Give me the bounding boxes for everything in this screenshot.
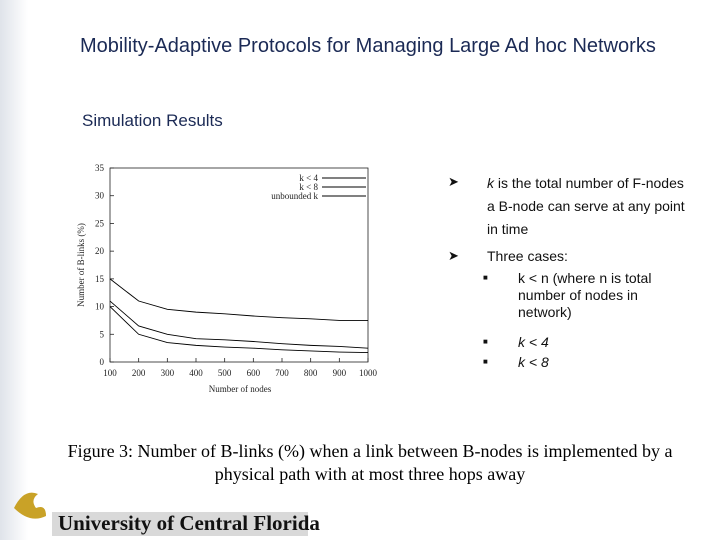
sub-bullet: k < 8 (518, 354, 549, 370)
y-tick-label: 15 (95, 274, 105, 284)
y-tick-label: 20 (95, 246, 105, 256)
series-line (109, 278, 368, 321)
x-tick-label: 100 (103, 368, 117, 378)
y-axis-label: Number of B-links (%) (76, 223, 86, 307)
series-line (109, 300, 369, 349)
y-tick-label: 35 (95, 163, 105, 173)
x-tick-label: 500 (218, 368, 232, 378)
sub-bullet-marker: ■ (483, 337, 488, 346)
bullet: k is the total number of F-nodes a B-nod… (487, 172, 687, 241)
y-tick-label: 30 (95, 191, 105, 201)
sub-bullet-marker: ■ (483, 357, 488, 366)
legend-label: k < 8 (299, 182, 318, 192)
slide-title: Mobility-Adaptive Protocols for Managing… (80, 35, 656, 57)
bullet-arrow: ➤ (448, 248, 459, 263)
logo-text: University of Central Florida (58, 511, 320, 535)
x-tick-label: 900 (333, 368, 347, 378)
y-tick-label: 10 (95, 302, 105, 312)
x-tick-label: 200 (132, 368, 146, 378)
bullet-text: is the total number of F-nodes a B-node … (487, 175, 685, 237)
logo-mark (14, 492, 46, 519)
y-tick-label: 25 (95, 218, 105, 228)
x-tick-label: 1000 (359, 368, 378, 378)
sub-bullet: k < 4 (518, 334, 549, 350)
x-tick-label: 400 (189, 368, 203, 378)
sub-bullet-marker: ■ (483, 273, 488, 282)
bullet-italic: k (487, 175, 494, 191)
x-tick-label: 800 (304, 368, 318, 378)
slide-subtitle: Simulation Results (82, 111, 223, 130)
bullet: Three cases: (487, 248, 568, 264)
x-tick-label: 600 (247, 368, 261, 378)
plot-frame (109, 167, 369, 363)
legend-label: k < 4 (299, 173, 318, 183)
y-tick-label: 0 (100, 357, 105, 367)
figure-caption: Figure 3: Number of B-links (%) when a l… (67, 441, 673, 484)
series-line (109, 306, 369, 354)
legend-label: unbounded k (271, 191, 318, 201)
x-tick-label: 300 (161, 368, 175, 378)
x-axis-label: Number of nodes (209, 384, 272, 394)
logo-bar (52, 512, 308, 536)
sub-bullet: k < n (where n is total number of nodes … (518, 270, 652, 320)
y-tick-label: 5 (100, 329, 105, 339)
bullet-arrow: ➤ (448, 174, 459, 189)
x-tick-label: 700 (275, 368, 289, 378)
